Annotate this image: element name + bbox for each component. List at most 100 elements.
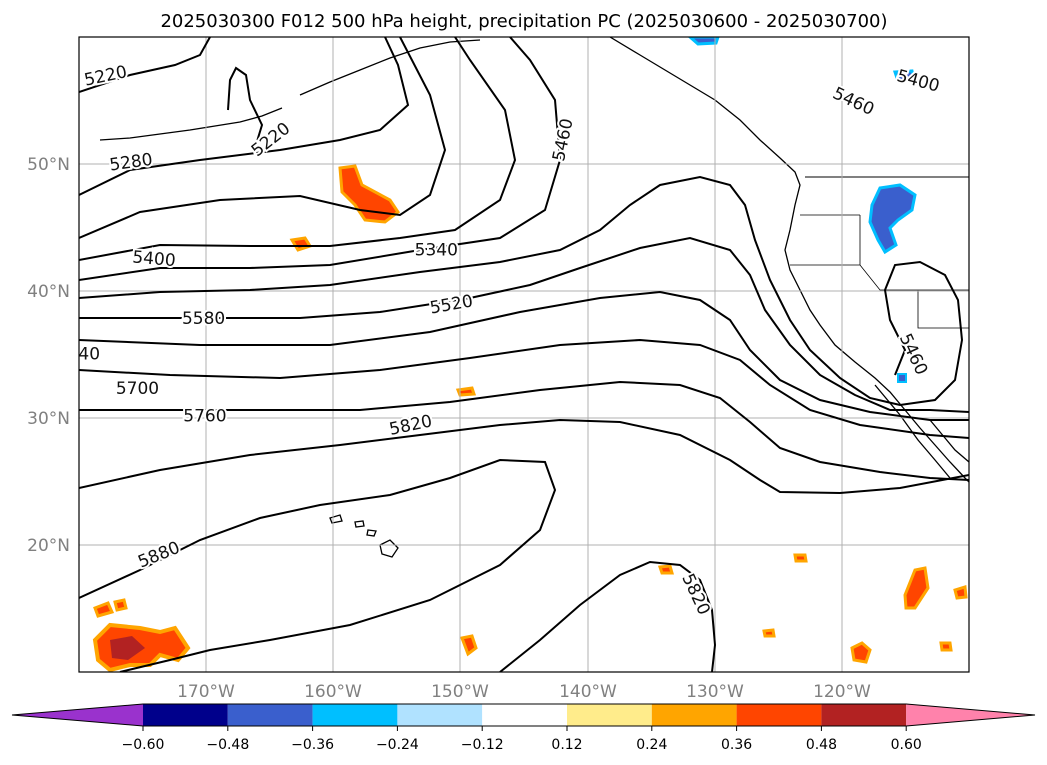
baja-california xyxy=(874,384,951,479)
contour-line xyxy=(79,380,969,481)
colorbar-swatch xyxy=(397,704,483,726)
graticule xyxy=(79,37,969,672)
contour-line xyxy=(79,37,517,261)
colorbar-tick-label: 0.48 xyxy=(806,737,837,753)
lat-tick-label: 50°N xyxy=(27,155,70,175)
precip-positive-blob xyxy=(338,164,401,224)
longitude-axis: 170°W 160°W 150°W 140°W 130°W 120°W xyxy=(177,682,871,702)
alaska-peninsula xyxy=(299,39,481,96)
contour-line xyxy=(499,560,717,672)
plot-frame xyxy=(78,36,970,673)
colorbar-swatch xyxy=(821,704,907,726)
precip-positive-blob xyxy=(939,641,953,652)
contour-label: 5820 xyxy=(388,411,434,440)
colorbar-swatch xyxy=(567,704,652,726)
lat-tick-label: 40°N xyxy=(27,282,70,302)
precip-positive-blob xyxy=(93,601,115,618)
hawaii-island xyxy=(354,520,365,528)
colorbar-extend-high xyxy=(906,704,1035,726)
chart-title: 2025030300 F012 500 hPa height, precipit… xyxy=(160,11,887,32)
contour-line xyxy=(79,175,964,407)
precip-positive-blob xyxy=(762,628,776,638)
lat-tick-label: 30°N xyxy=(27,409,70,429)
precip-positive-blob xyxy=(289,236,313,252)
contour-label: 5460 xyxy=(829,84,877,120)
colorbar-swatch xyxy=(736,704,822,726)
colorbar-tick-label: −0.36 xyxy=(291,737,334,753)
latitude-axis: 20°N 30°N 40°N 50°N xyxy=(27,155,70,556)
contour-label: 5340 xyxy=(415,240,458,260)
contour-label: 5820 xyxy=(677,571,713,619)
lon-tick-label: 140°W xyxy=(559,682,617,702)
precip-positive-blob xyxy=(113,598,128,612)
precip-positive-blob xyxy=(110,636,145,660)
precip-positive-blob xyxy=(850,641,872,664)
contour-label: 5580 xyxy=(182,309,225,329)
colorbar-swatch xyxy=(482,704,567,726)
colorbar-tick-label: 0.36 xyxy=(721,737,752,753)
height-contours xyxy=(79,37,969,672)
colorbar: −0.60 −0.48 −0.36 −0.24 −0.12 0.12 0.24 0.36 0.4… xyxy=(11,703,1036,753)
contour-labels: 5220 5220 5280 5340 5400 5400 5460 5460 5460 5520… xyxy=(78,60,944,620)
contour-line xyxy=(227,66,264,149)
precip-positive-blob xyxy=(459,634,478,657)
lon-tick-label: 130°W xyxy=(686,682,744,702)
contour-label: 5220 xyxy=(248,119,294,161)
hawaii-island xyxy=(379,539,399,558)
aleutian-islands xyxy=(99,107,283,141)
precip-positive-blob xyxy=(657,564,674,575)
lon-tick-label: 170°W xyxy=(177,682,235,702)
contour-label: 5280 xyxy=(108,150,154,176)
contour-line xyxy=(79,37,447,239)
contour-line xyxy=(79,37,410,196)
state-borders xyxy=(790,214,969,329)
contour-label: 5460 xyxy=(549,117,578,163)
colorbar-tick-label: −0.48 xyxy=(206,737,249,753)
precip-positive-blob xyxy=(903,566,930,610)
contour-label: 5880 xyxy=(135,538,183,573)
contour-line xyxy=(79,37,211,93)
precip-negative-blob xyxy=(892,69,916,83)
precip-positive-blob xyxy=(953,585,968,600)
mexico-coast xyxy=(929,419,969,463)
precip-negative-blob xyxy=(897,373,907,383)
contour-label: 5400 xyxy=(132,247,177,271)
colorbar-tick-label: 0.60 xyxy=(891,737,922,753)
contour-line xyxy=(79,290,969,421)
contour-label: 5520 xyxy=(428,291,474,318)
precip-negative-blob xyxy=(868,183,917,255)
colorbar-tick-label: −0.12 xyxy=(461,737,504,753)
north-america-coast xyxy=(609,37,969,483)
contour-label: 5460 xyxy=(895,331,931,379)
contour-label: 5400 xyxy=(895,66,942,97)
coastlines xyxy=(99,37,969,558)
contour-line xyxy=(79,418,969,495)
map-area: 5220 5220 5280 5340 5400 5400 5460 5460 5460 5520… xyxy=(78,37,969,672)
hawaii-island xyxy=(366,529,377,537)
contour-label: 5220 xyxy=(82,62,128,91)
colorbar-extend-low xyxy=(12,704,143,726)
colorbar-tick-label: 0.24 xyxy=(636,737,667,753)
contour-line xyxy=(79,338,969,439)
lat-tick-label: 20°N xyxy=(27,536,70,556)
precip-shading xyxy=(92,37,968,672)
colorbar-tick-label: 0.12 xyxy=(551,737,582,753)
precip-negative-blob xyxy=(687,37,720,46)
colorbar-swatch xyxy=(651,704,737,726)
colorbar-swatch xyxy=(143,704,228,726)
contour-line xyxy=(79,236,969,413)
contour-label: 5760 xyxy=(183,407,226,427)
lon-tick-label: 150°W xyxy=(431,682,489,702)
lon-tick-label: 160°W xyxy=(304,682,362,702)
hawaii-island xyxy=(329,514,343,524)
precip-positive-blob xyxy=(793,553,808,563)
contour-label: 40 xyxy=(78,345,100,365)
colorbar-tick-label: −0.60 xyxy=(122,737,165,753)
colorbar-swatch xyxy=(227,704,313,726)
precip-positive-blob xyxy=(455,386,477,397)
colorbar-tick-label: −0.24 xyxy=(376,737,419,753)
contour-label: 5700 xyxy=(116,379,159,399)
colorbar-swatch xyxy=(312,704,398,726)
contour-line xyxy=(79,37,562,281)
